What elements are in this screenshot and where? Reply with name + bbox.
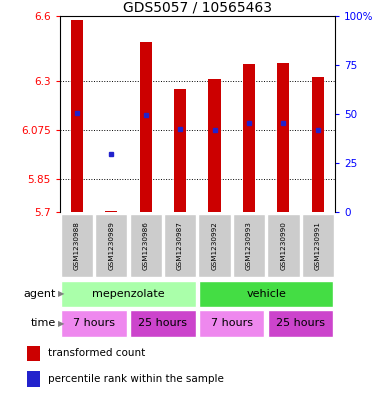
Bar [105,211,117,212]
Text: GSM1230986: GSM1230986 [143,221,149,270]
Bar [243,64,255,212]
Bar [27,346,40,361]
Bar [267,214,300,277]
Bar [277,62,290,212]
Bar [209,79,221,212]
Bar [312,77,324,212]
Bar [129,214,162,277]
Text: GSM1230987: GSM1230987 [177,221,183,270]
Text: 7 hours: 7 hours [73,318,115,328]
Title: GDS5057 / 10565463: GDS5057 / 10565463 [123,0,272,15]
Text: GSM1230989: GSM1230989 [108,221,114,270]
Text: ▶: ▶ [58,319,64,328]
Text: 25 hours: 25 hours [138,318,187,328]
Bar [61,310,127,336]
Bar [140,42,152,212]
Text: percentile rank within the sample: percentile rank within the sample [48,374,224,384]
Bar [268,310,333,336]
Text: agent: agent [23,289,56,299]
Text: mepenzolate: mepenzolate [92,289,165,299]
Text: 25 hours: 25 hours [276,318,325,328]
Text: GSM1230988: GSM1230988 [74,221,80,270]
Text: 7 hours: 7 hours [211,318,253,328]
Bar [27,371,40,387]
Bar [130,310,196,336]
Bar [174,89,186,212]
Bar [233,214,265,277]
Bar [199,281,333,307]
Text: GSM1230991: GSM1230991 [315,221,321,270]
Text: time: time [30,318,56,328]
Text: vehicle: vehicle [246,289,286,299]
Bar [301,214,334,277]
Bar [95,214,127,277]
Text: ▶: ▶ [58,289,64,298]
Bar [198,214,231,277]
Text: transformed count: transformed count [48,348,146,358]
Text: GSM1230992: GSM1230992 [211,221,218,270]
Bar [61,281,196,307]
Text: GSM1230990: GSM1230990 [280,221,286,270]
Bar [199,310,264,336]
Bar [164,214,196,277]
Text: GSM1230993: GSM1230993 [246,221,252,270]
Bar [71,20,83,212]
Bar [61,214,93,277]
